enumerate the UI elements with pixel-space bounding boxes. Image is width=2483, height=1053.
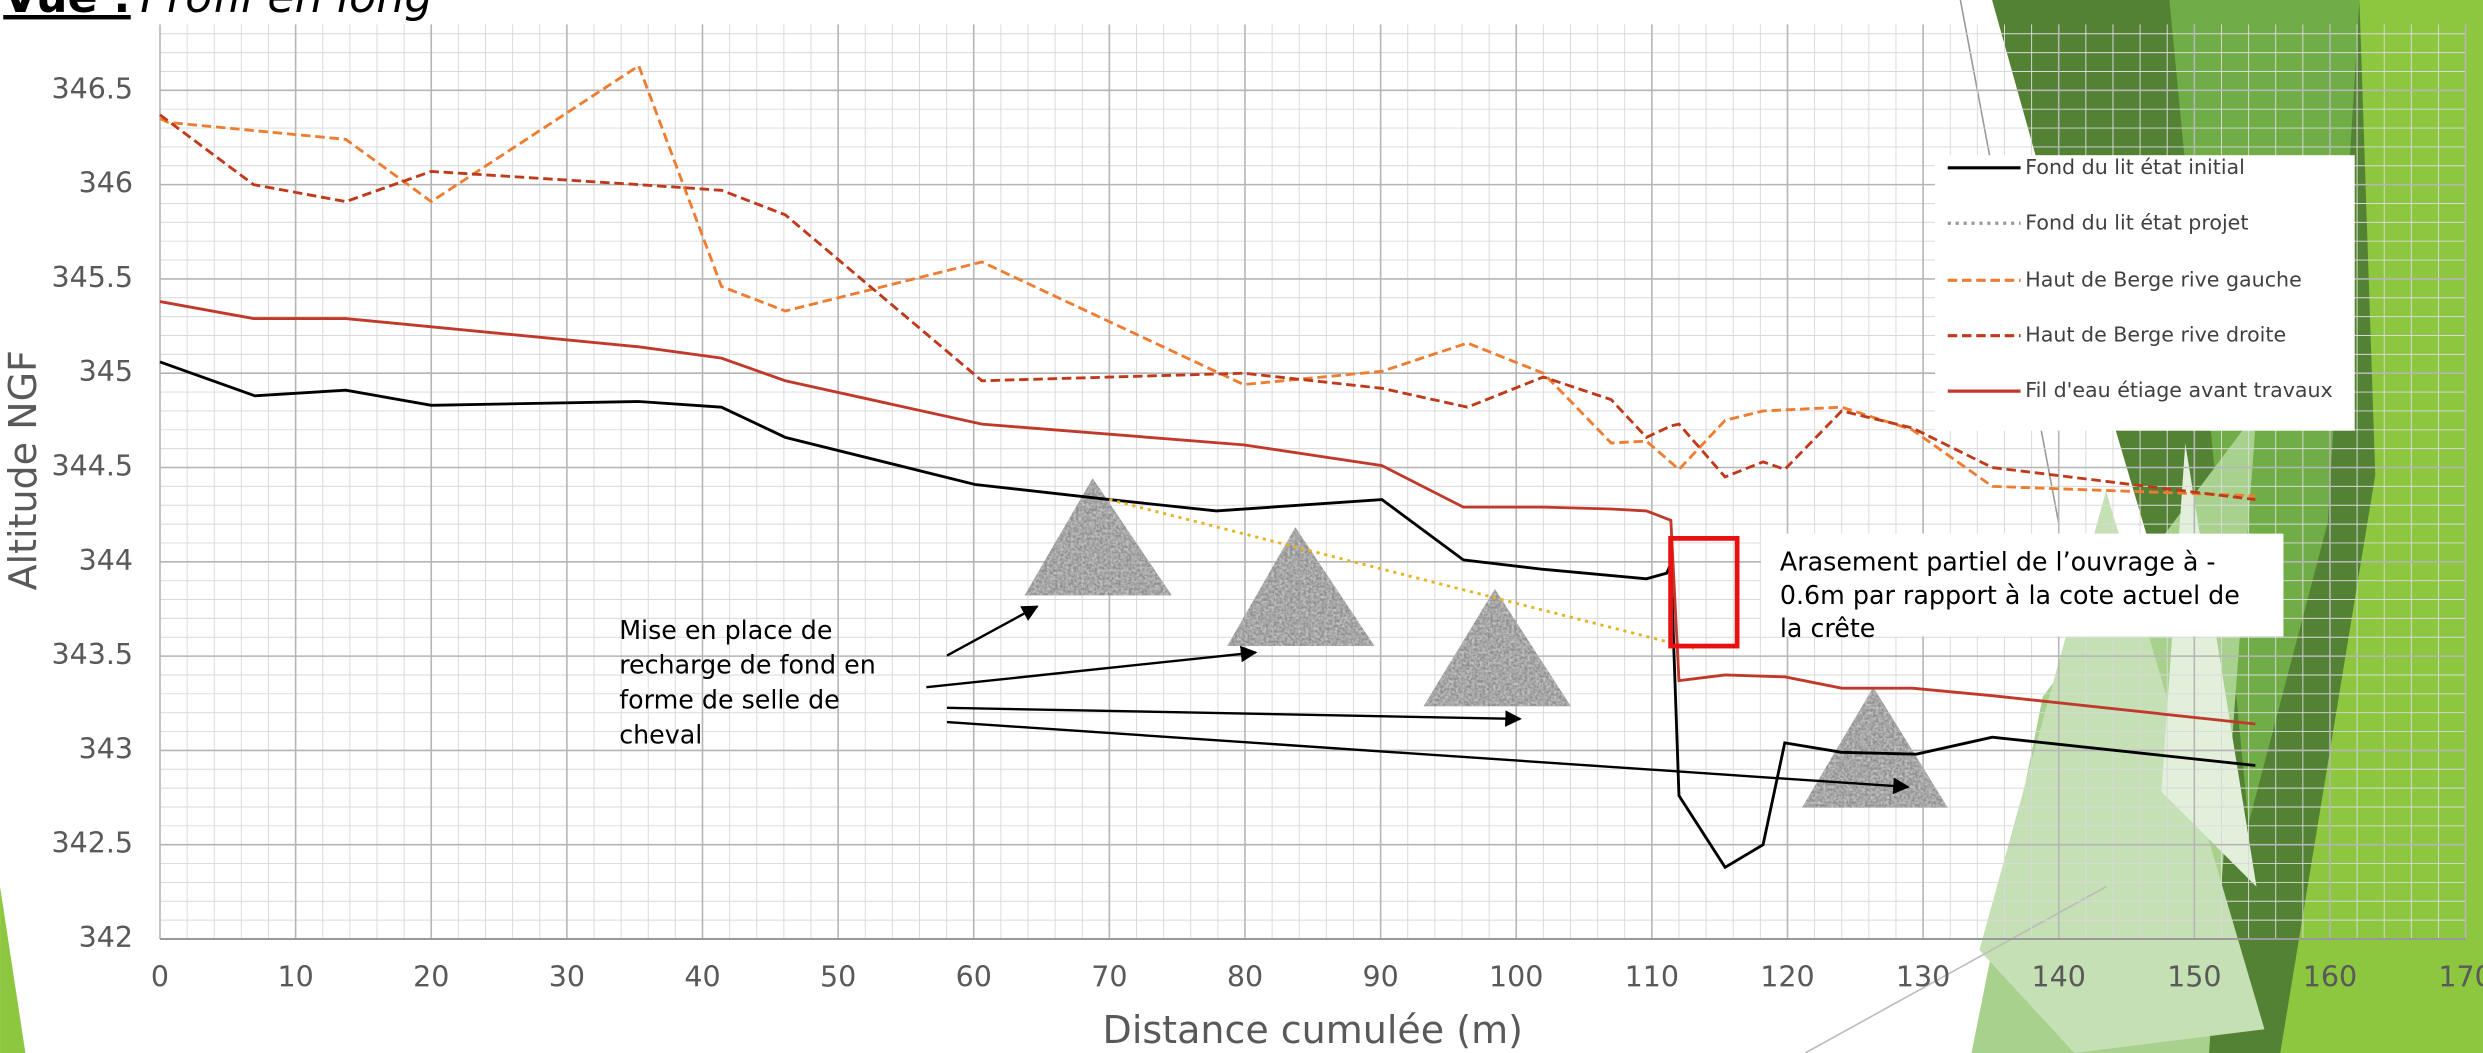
arrow [926,645,1258,689]
bg-shape [1979,490,2265,1053]
legend-label: Haut de Berge rive droite [2025,323,2286,347]
x-axis-label: Distance cumulée (m) [1103,1008,1523,1052]
x-tick-label: 110 [1625,961,1679,994]
x-tick-label: 130 [1896,961,1950,994]
bg-shape [2280,0,2483,1053]
series-line [159,113,2256,501]
annotation-text: cheval [619,719,702,749]
series-line [159,63,2256,498]
arrow [946,706,1522,727]
annotation-text: Arasement partiel de l’ouvrage à - [1780,547,2216,577]
series-line [159,360,2256,870]
y-tick-label: 343.5 [51,638,133,671]
legend-label: Fil d'eau étiage avant travaux [2025,378,2332,402]
arrow [946,605,1039,657]
title-box [0,0,864,24]
rock [1423,589,1571,707]
arrows [926,605,1910,795]
rock [1802,687,1948,808]
legend: Fond du lit état initial Fond du lit état… [1947,155,2333,402]
x-tick-label: 160 [2303,961,2357,994]
x-tick-label: 100 [1489,961,1543,994]
x-tick-label: 60 [956,961,992,994]
annotations: Mise en place de recharge de fond en forme… [619,547,2240,750]
highlight-box [1668,536,1740,649]
x-tick-label: 70 [1091,961,1127,994]
x-tick-label: 40 [684,961,720,994]
y-tick-label: 342.5 [51,827,133,860]
series-lines [159,63,2256,870]
x-tick-label: 20 [413,961,449,994]
x-tick-label: 150 [2167,961,2221,994]
x-tick-label: 170 [2438,961,2483,994]
y-tick-label: 343 [79,732,133,765]
rock [1227,527,1375,647]
legend-box [1935,155,2355,431]
x-tick-label: 0 [151,961,169,994]
legend-label: Fond du lit état initial [2025,155,2245,179]
chart-title: Vue : Profil en long [3,0,432,23]
y-tick-label: 345.5 [51,261,133,294]
y-tick-label: 344 [79,544,133,577]
annotation-text: recharge de fond en [619,650,876,680]
rock [1024,478,1172,596]
y-tick-label: 342 [79,921,133,954]
x-tick-label: 120 [1760,961,1814,994]
x-tick-label: 90 [1362,961,1398,994]
arrow [946,720,1910,795]
y-axis-label: Altitude NGF [1,350,45,590]
series-line [159,300,2256,726]
y-tick-label: 345 [79,355,133,388]
x-tick-label: 80 [1227,961,1263,994]
bg-line [1804,886,2107,1053]
bg-shape [0,886,26,1053]
rocks [1024,478,1948,808]
legend-label: Fond du lit état projet [2025,210,2248,234]
x-tick-label: 10 [277,961,313,994]
annotation-text: forme de selle de [619,684,840,714]
annotation-box [1760,533,2284,637]
legend-label: Haut de Berge rive gauche [2025,267,2301,291]
title-label: Vue : [3,0,131,23]
y-tick-label: 344.5 [51,450,133,483]
annotation-text: 0.6m par rapport à la cote actuel de [1780,580,2240,610]
annotation-text: la crête [1780,613,1876,643]
series-line [1109,498,1695,650]
y-tick-label: 346.5 [51,72,133,105]
x-tick-label: 140 [2032,961,2086,994]
grid [159,24,2467,940]
x-tick-label: 50 [820,961,856,994]
y-tick-label: 346 [79,167,133,200]
x-tick-label: 30 [549,961,585,994]
annotation-text: Mise en place de [619,615,832,645]
title-text: Profil en long [140,0,432,23]
